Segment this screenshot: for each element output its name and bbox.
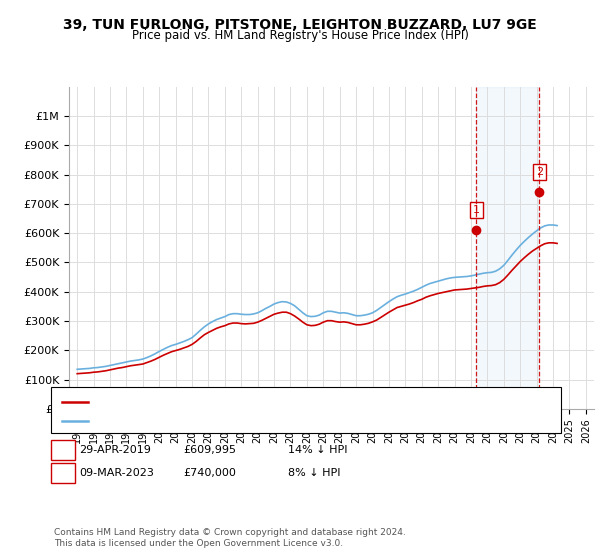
Text: 39, TUN FURLONG, PITSTONE, LEIGHTON BUZZARD, LU7 9GE: 39, TUN FURLONG, PITSTONE, LEIGHTON BUZZ… xyxy=(63,18,537,32)
Text: 09-MAR-2023: 09-MAR-2023 xyxy=(79,468,154,478)
Text: 29-APR-2019: 29-APR-2019 xyxy=(79,445,151,455)
Text: 8% ↓ HPI: 8% ↓ HPI xyxy=(288,468,341,478)
Text: £740,000: £740,000 xyxy=(183,468,236,478)
Text: 2: 2 xyxy=(59,468,67,478)
Text: HPI: Average price, detached house, Buckinghamshire: HPI: Average price, detached house, Buck… xyxy=(91,416,374,426)
Text: Contains HM Land Registry data © Crown copyright and database right 2024.
This d: Contains HM Land Registry data © Crown c… xyxy=(54,528,406,548)
Text: 1: 1 xyxy=(59,445,67,455)
Text: Price paid vs. HM Land Registry's House Price Index (HPI): Price paid vs. HM Land Registry's House … xyxy=(131,29,469,42)
Bar xyxy=(476,87,539,409)
Text: 1: 1 xyxy=(473,205,480,215)
Text: 39, TUN FURLONG, PITSTONE, LEIGHTON BUZZARD, LU7 9GE (detached house): 39, TUN FURLONG, PITSTONE, LEIGHTON BUZZ… xyxy=(91,397,503,407)
Text: 14% ↓ HPI: 14% ↓ HPI xyxy=(288,445,347,455)
Text: £609,995: £609,995 xyxy=(183,445,236,455)
Text: 2: 2 xyxy=(536,167,543,177)
